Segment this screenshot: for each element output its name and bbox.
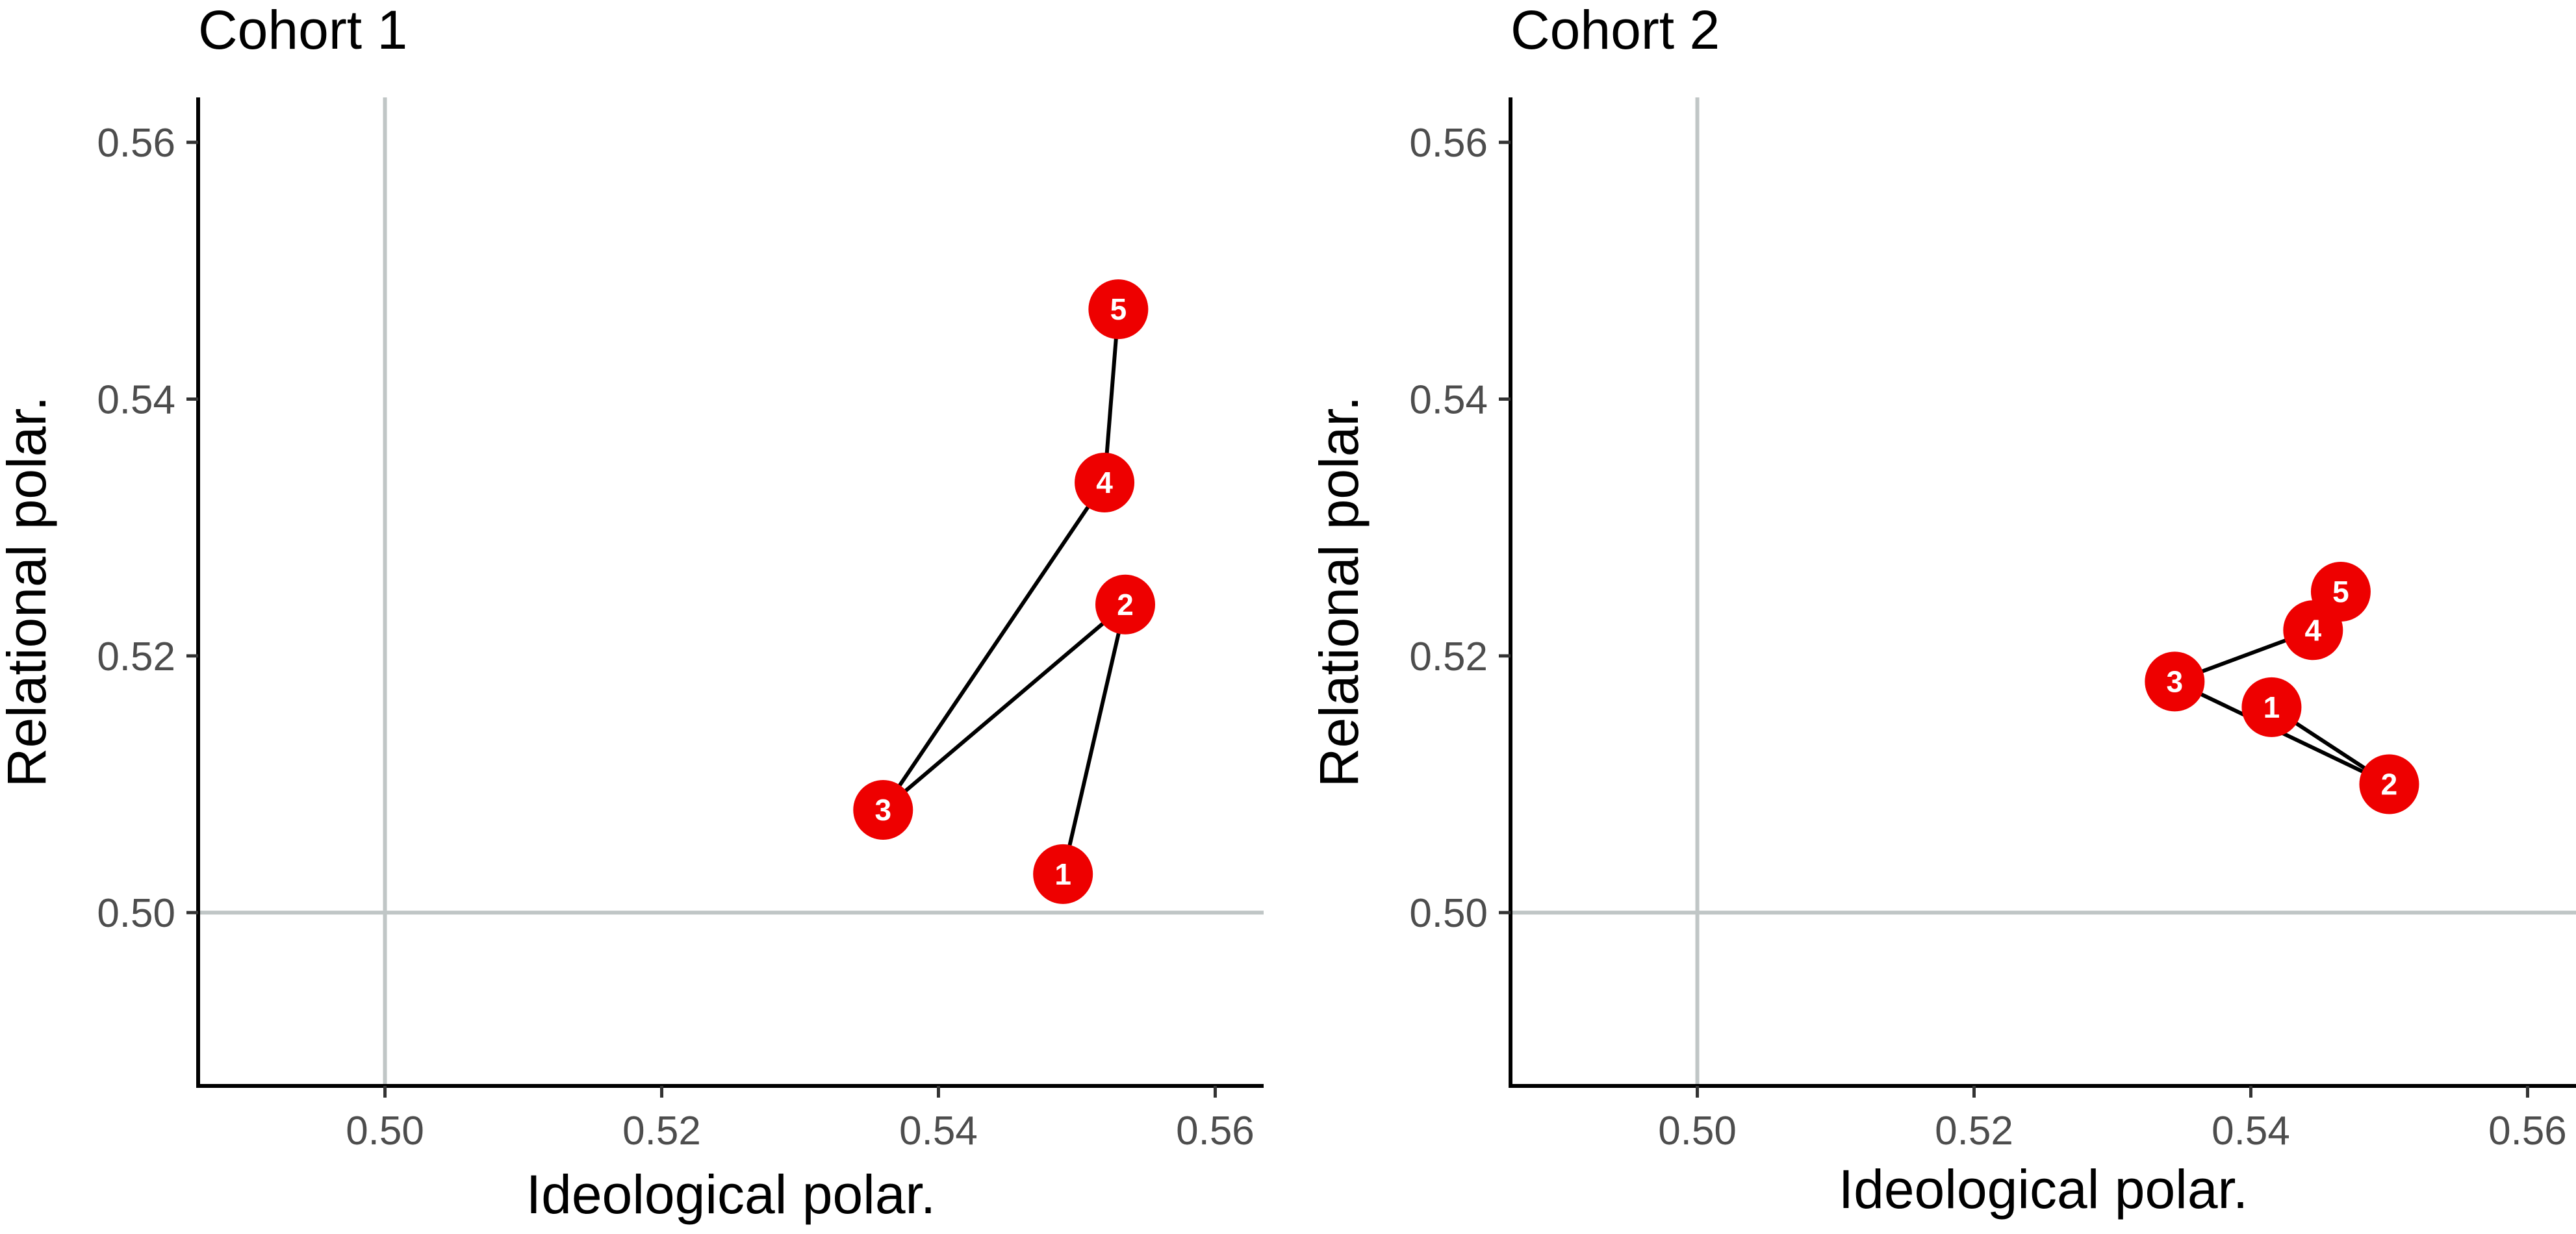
- data-point-label: 3: [874, 793, 891, 827]
- y-tick-label: 0.54: [97, 378, 175, 423]
- panel-title: Cohort 2: [1511, 0, 1720, 60]
- y-tick-label: 0.50: [97, 891, 175, 936]
- y-axis-title: Relational polar.: [0, 396, 57, 787]
- data-point-label: 5: [2332, 575, 2349, 609]
- data-point-5: [1088, 279, 1149, 340]
- data-point-3: [853, 780, 913, 840]
- y-tick-label: 0.56: [1409, 121, 1488, 166]
- chart-panel-1: 0.50 0.52 0.54 0.56 0.50 0.52 0.54 0.56 1 2 3 4 5 Coh…: [0, 0, 1264, 1225]
- data-point-2: [2359, 754, 2419, 814]
- x-tick-label: 0.56: [2488, 1109, 2567, 1153]
- data-point-5: [2310, 562, 2371, 622]
- data-point-label: 1: [1054, 857, 1071, 891]
- panel-title: Cohort 1: [198, 0, 407, 60]
- x-tick-label: 0.50: [346, 1109, 424, 1153]
- data-point-1: [2241, 677, 2302, 737]
- x-tick-label: 0.52: [622, 1109, 701, 1153]
- x-tick-label: 0.54: [899, 1109, 978, 1153]
- x-tick-label: 0.50: [1658, 1109, 1737, 1153]
- data-point-3: [2145, 651, 2205, 712]
- x-axis-title: Ideological polar.: [1839, 1159, 2248, 1220]
- data-point-label: 4: [2305, 613, 2322, 647]
- y-tick-label: 0.52: [97, 635, 175, 679]
- data-point-label: 2: [1117, 588, 1134, 622]
- y-tick-label: 0.54: [1409, 378, 1488, 423]
- data-point-label: 5: [1110, 292, 1127, 326]
- data-point-1: [1033, 844, 1093, 904]
- x-axis-title: Ideological polar.: [526, 1164, 936, 1225]
- data-point-label: 4: [1096, 466, 1113, 499]
- series-line: [881, 308, 1127, 875]
- data-point-2: [1095, 574, 1156, 635]
- x-tick-label: 0.56: [1176, 1109, 1255, 1153]
- data-point-label: 1: [2264, 690, 2280, 724]
- x-tick-label: 0.54: [2212, 1109, 2290, 1153]
- y-tick-label: 0.52: [1409, 635, 1488, 679]
- chart-panel-2: 0.50 0.52 0.54 0.56 0.50 0.52 0.54 0.56 1 2 3 45 Coh…: [1308, 0, 2576, 1220]
- y-tick-label: 0.56: [97, 121, 175, 166]
- y-axis-title: Relational polar.: [1308, 396, 1370, 787]
- data-point-4: [1075, 452, 1135, 512]
- data-point-label: 2: [2381, 767, 2398, 801]
- data-point-label: 3: [2167, 664, 2184, 698]
- y-tick-label: 0.50: [1409, 891, 1488, 936]
- x-tick-label: 0.52: [1935, 1109, 2013, 1153]
